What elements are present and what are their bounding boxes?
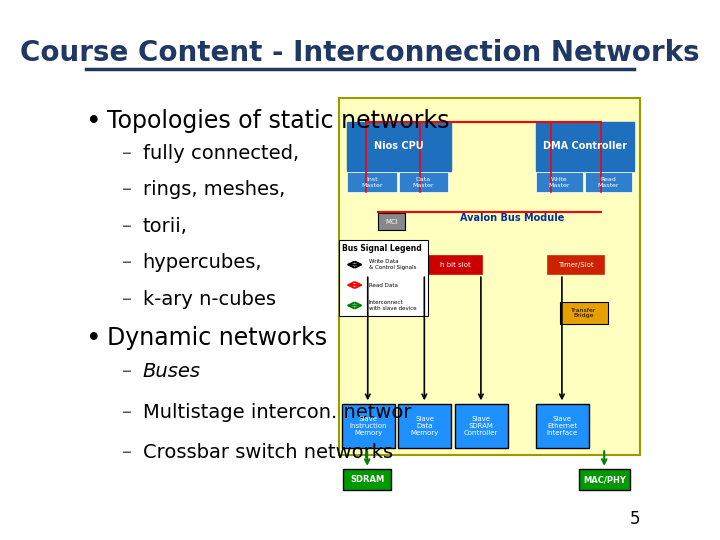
FancyBboxPatch shape <box>348 172 397 192</box>
FancyBboxPatch shape <box>339 98 640 455</box>
Text: –: – <box>122 180 132 199</box>
Text: Slave
Data
Memory: Slave Data Memory <box>410 416 438 436</box>
Text: Data
Master: Data Master <box>413 177 434 187</box>
Text: •: • <box>86 109 102 135</box>
FancyBboxPatch shape <box>536 172 582 192</box>
Text: Slave
SDRAM
Controller: Slave SDRAM Controller <box>464 416 498 436</box>
FancyBboxPatch shape <box>339 240 428 316</box>
Text: –: – <box>122 253 132 272</box>
Text: Interconnect
with slave device: Interconnect with slave device <box>369 300 417 311</box>
Text: Topologies of static networks: Topologies of static networks <box>107 109 449 133</box>
FancyBboxPatch shape <box>428 256 482 274</box>
Text: Course Content - Interconnection Networks: Course Content - Interconnection Network… <box>20 39 700 67</box>
Text: Write
Master: Write Master <box>549 177 570 187</box>
Text: MCI: MCI <box>385 219 397 225</box>
Text: Multistage intercon. networ: Multistage intercon. networ <box>143 403 411 422</box>
Text: –: – <box>122 144 132 163</box>
FancyBboxPatch shape <box>585 172 631 192</box>
FancyBboxPatch shape <box>341 404 395 448</box>
Text: Nios CPU: Nios CPU <box>374 141 424 151</box>
FancyBboxPatch shape <box>347 122 451 171</box>
Text: rings, meshes,: rings, meshes, <box>143 180 285 199</box>
Text: –: – <box>122 290 132 309</box>
Text: Crossbar switch networks: Crossbar switch networks <box>143 443 392 462</box>
Text: Read Data: Read Data <box>369 282 398 287</box>
Text: DMA Controller: DMA Controller <box>543 141 627 151</box>
Text: SDRAM: SDRAM <box>350 475 384 484</box>
Text: hypercubes,: hypercubes, <box>143 253 262 272</box>
FancyBboxPatch shape <box>343 469 391 490</box>
Text: fully connected,: fully connected, <box>143 144 299 163</box>
Text: Slave
Instruction
Memory: Slave Instruction Memory <box>349 416 387 436</box>
Text: Read
Master: Read Master <box>598 177 619 187</box>
Text: Avalon Bus Module: Avalon Bus Module <box>459 213 564 223</box>
Text: Dynamic networks: Dynamic networks <box>107 326 327 350</box>
FancyBboxPatch shape <box>536 122 634 171</box>
Text: –: – <box>122 403 132 422</box>
FancyBboxPatch shape <box>455 404 508 448</box>
Text: MAC/PHY: MAC/PHY <box>583 475 626 484</box>
Text: 5: 5 <box>629 510 640 528</box>
Text: –: – <box>122 217 132 236</box>
FancyBboxPatch shape <box>536 404 589 448</box>
Text: –: – <box>122 362 132 381</box>
Text: torii,: torii, <box>143 217 187 236</box>
FancyBboxPatch shape <box>431 208 593 228</box>
FancyBboxPatch shape <box>559 302 608 323</box>
FancyBboxPatch shape <box>398 404 451 448</box>
FancyBboxPatch shape <box>579 469 630 490</box>
Text: Inst
Master: Inst Master <box>361 177 383 187</box>
Text: Write Data
& Control Signals: Write Data & Control Signals <box>369 259 416 270</box>
Text: •: • <box>86 326 102 353</box>
FancyBboxPatch shape <box>378 213 405 230</box>
FancyBboxPatch shape <box>548 256 604 274</box>
Text: Buses: Buses <box>143 362 201 381</box>
Text: h bit slot: h bit slot <box>440 262 471 268</box>
Text: Bus Signal Legend: Bus Signal Legend <box>342 244 422 253</box>
Text: Slave
Ethernet
Interface: Slave Ethernet Interface <box>546 416 578 436</box>
Text: –: – <box>122 443 132 462</box>
Text: Transfer
Bridge: Transfer Bridge <box>571 308 597 319</box>
FancyBboxPatch shape <box>399 172 448 192</box>
Text: k-ary n-cubes: k-ary n-cubes <box>143 290 276 309</box>
Text: Timer/Slot: Timer/Slot <box>558 262 594 268</box>
